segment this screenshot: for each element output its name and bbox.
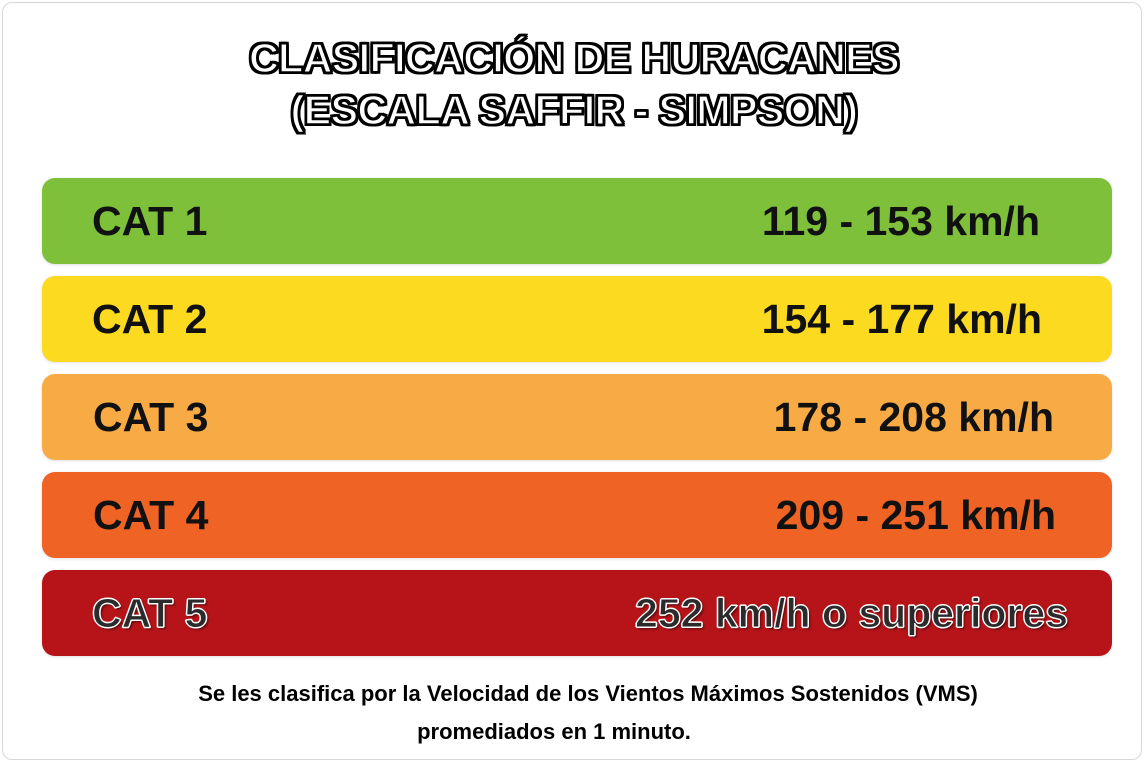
category-5-speed: 252 km/h o superiores (635, 590, 1069, 637)
category-2-speed: 154 - 177 km/h (761, 296, 1042, 342)
footnote-line-2: promediados en 1 minuto. (417, 719, 691, 744)
category-2-label: CAT 2 (92, 296, 208, 342)
category-3-bar: CAT 3 178 - 208 km/h (42, 374, 1112, 460)
category-5-bar: CAT 5 252 km/h o superiores (42, 570, 1112, 656)
category-2-bar: CAT 2 154 - 177 km/h (42, 276, 1112, 362)
category-1-bar: CAT 1 119 - 153 km/h (42, 178, 1112, 264)
category-4-bar: CAT 4 209 - 251 km/h (42, 472, 1112, 558)
category-5-label: CAT 5 (91, 590, 208, 637)
category-1-label: CAT 1 (92, 198, 208, 244)
category-4-speed: 209 - 251 km/h (775, 492, 1056, 538)
title-line-2: (ESCALA SAFFIR - SIMPSON) (290, 86, 859, 134)
category-4-label: CAT 4 (93, 492, 209, 538)
category-3-label: CAT 3 (93, 394, 209, 440)
category-1-speed: 119 - 153 km/h (761, 198, 1040, 244)
category-3-speed: 178 - 208 km/h (773, 394, 1054, 440)
footnote-line-1: Se les clasifica por la Velocidad de los… (198, 681, 978, 706)
title-line-1: CLASIFICACIÓN DE HURACANES (248, 34, 900, 82)
